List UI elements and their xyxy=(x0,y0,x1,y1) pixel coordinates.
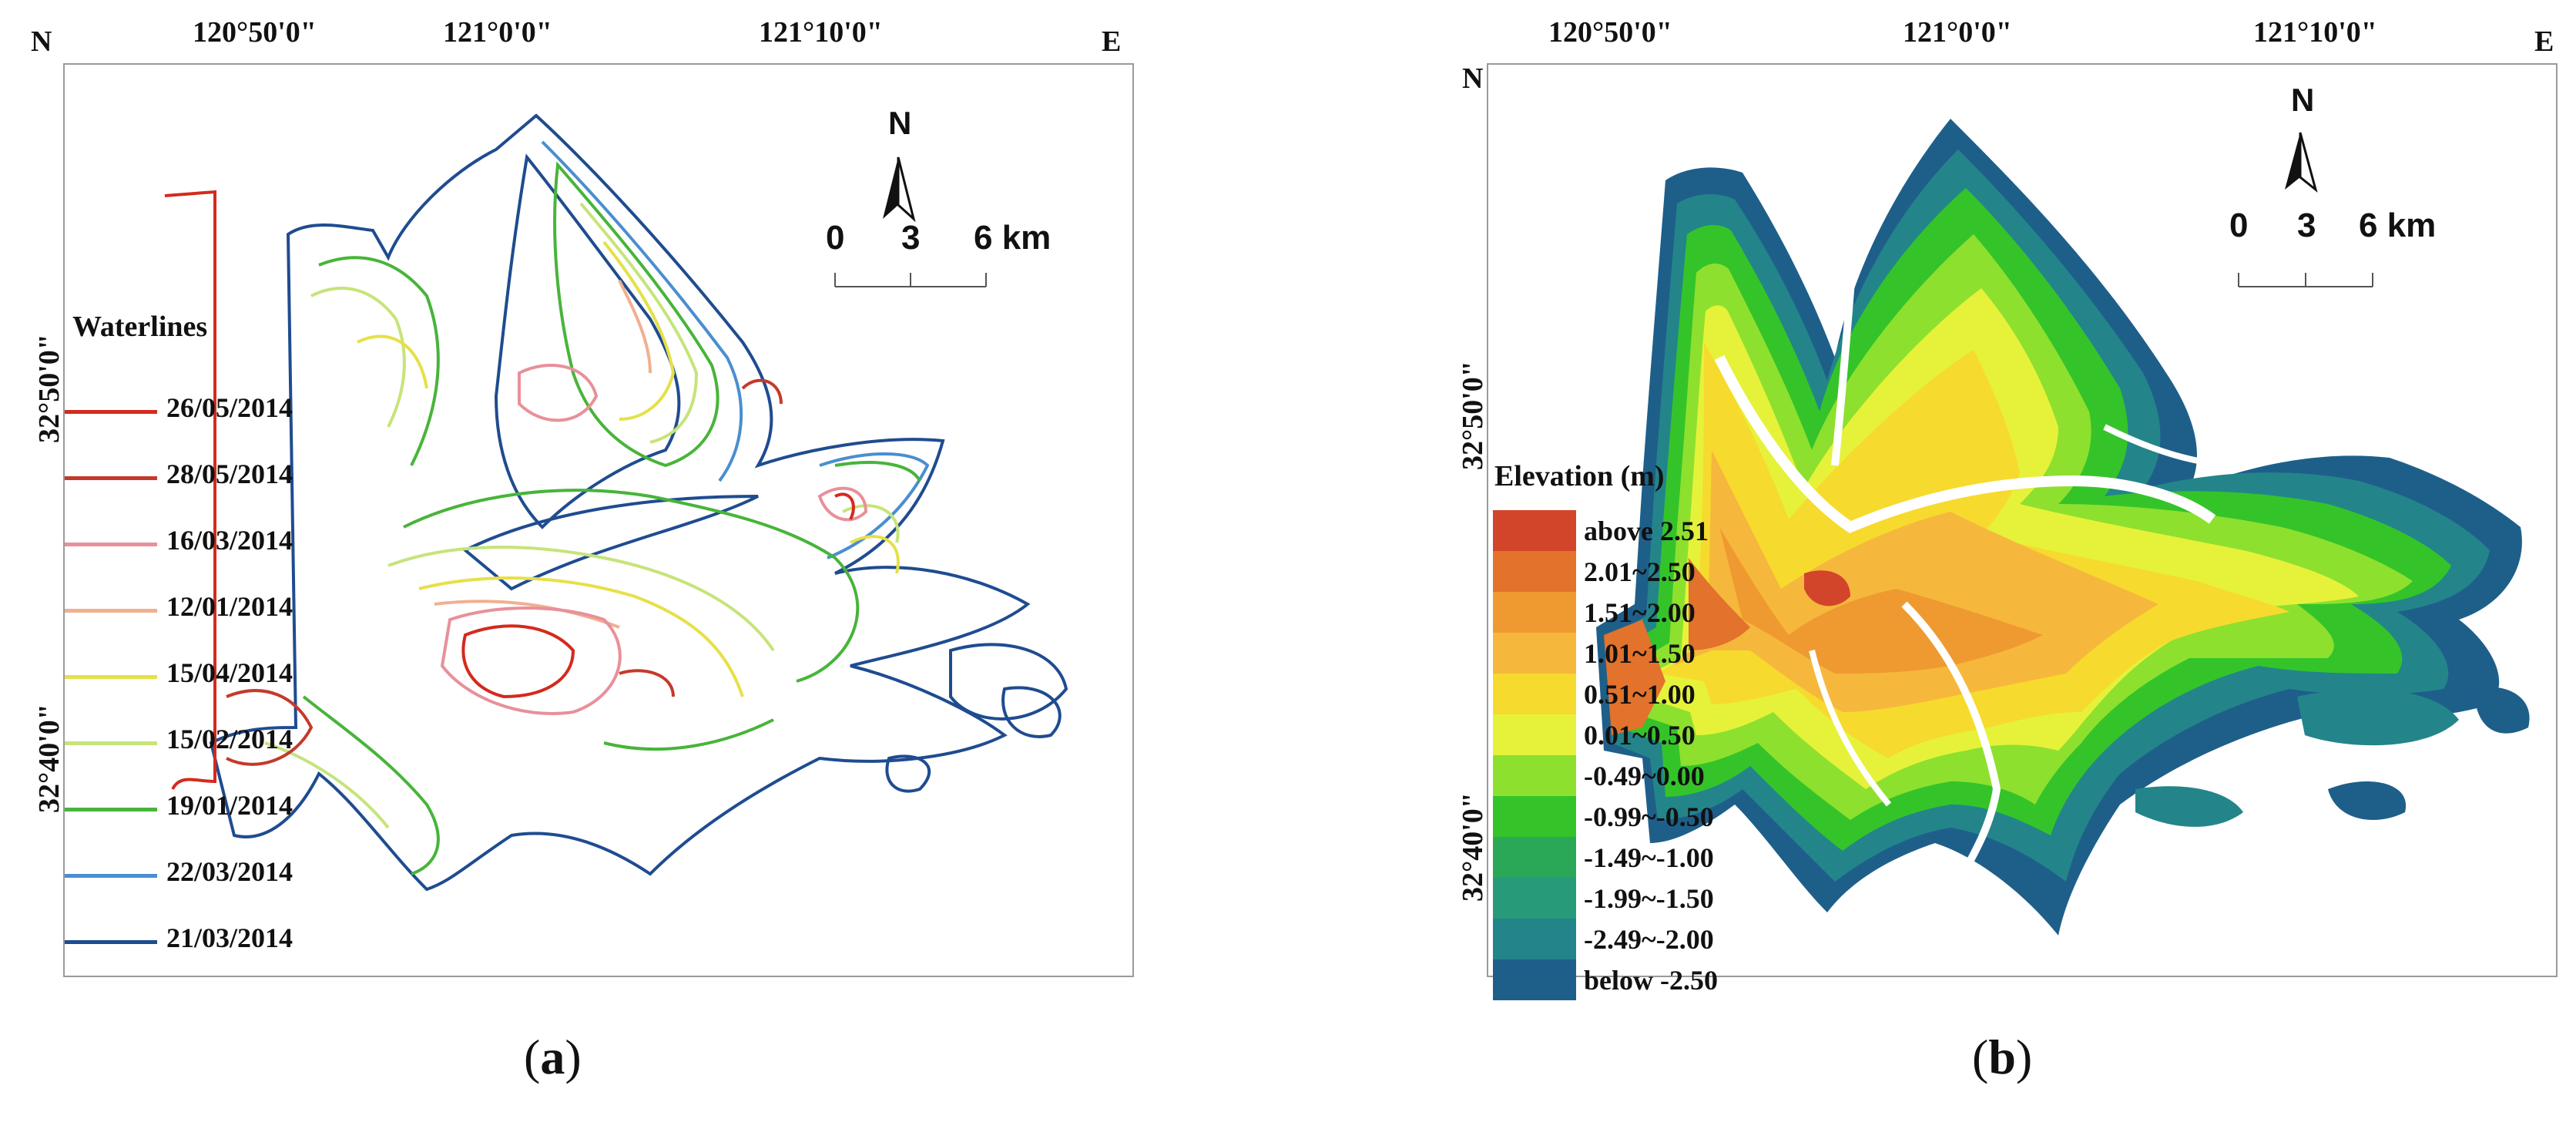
corner-east-label-b: E xyxy=(2534,25,2554,58)
legend-label: above 2.51 xyxy=(1584,516,1709,546)
legend-color-swatch xyxy=(1493,878,1576,919)
legend-color-swatch xyxy=(1493,674,1576,714)
legend-line-swatch xyxy=(65,609,157,613)
map-frame-b: N 0 3 6 km Elevation (m) above 2.51 2.01~… xyxy=(1487,63,2558,1000)
legend-line-swatch xyxy=(65,741,157,745)
legend-color-swatch xyxy=(1493,510,1576,551)
lon-label-a-3: 121°10'0" xyxy=(759,16,883,49)
north-label-b: N xyxy=(2291,82,2315,118)
waterline-map-a xyxy=(164,113,1068,892)
elevation-map-b xyxy=(1596,119,2530,936)
waterline-yellow xyxy=(602,240,676,421)
legend-label: 1.51~2.00 xyxy=(1584,597,1696,628)
legend-label: 1.01~1.50 xyxy=(1584,638,1696,669)
legend-label: 21/03/2014 xyxy=(166,922,293,953)
caption-letter-a: a xyxy=(540,1030,565,1084)
caption-b: (b) xyxy=(1972,1029,2032,1086)
legend-color-swatch xyxy=(1493,959,1576,1000)
legend-line-swatch xyxy=(65,476,157,480)
legend-label: -1.49~-1.00 xyxy=(1584,842,1714,873)
corner-north-label-a: N xyxy=(31,25,52,58)
scale-label-6-a: 6 km xyxy=(974,219,1052,257)
legend-label: -2.49~-2.00 xyxy=(1584,924,1714,955)
legend-label: 28/05/2014 xyxy=(166,459,293,489)
scale-label-0-a: 0 xyxy=(826,219,845,257)
scale-label-0-b: 0 xyxy=(2229,207,2249,244)
lon-label-b-3: 121°10'0" xyxy=(2253,16,2377,49)
scale-label-3-a: 3 xyxy=(901,219,921,257)
caption-open-a: ( xyxy=(524,1030,541,1084)
legend-line-swatch xyxy=(65,940,157,944)
legend-label: 19/01/2014 xyxy=(166,790,293,821)
caption-letter-b: b xyxy=(1988,1030,2016,1084)
lat-label-b-1: 32°50'0" xyxy=(1457,361,1489,470)
waterline-outer xyxy=(209,113,1031,892)
legend-color-swatch xyxy=(1493,592,1576,633)
legend-line-swatch xyxy=(65,410,157,414)
corner-east-label-a: E xyxy=(1102,25,1122,58)
legend-line-swatch xyxy=(65,543,157,546)
lat-label-a-1: 32°50'0" xyxy=(33,334,65,443)
scale-bar-a xyxy=(834,273,987,287)
waterline-red xyxy=(164,190,216,791)
waterline-pink xyxy=(440,606,622,715)
north-arrow-icon-a xyxy=(883,156,916,223)
caption-close-a: ) xyxy=(565,1030,582,1084)
legend-label: -1.99~-1.50 xyxy=(1584,883,1714,914)
legend-label: 15/04/2014 xyxy=(166,657,293,688)
lon-label-b-1: 120°50'0" xyxy=(1548,16,1672,49)
legend-label: 0.01~0.50 xyxy=(1584,720,1696,751)
caption-a: (a) xyxy=(524,1029,582,1086)
legend-title-a: Waterlines xyxy=(72,311,208,343)
caption-close-b: ) xyxy=(2015,1030,2033,1084)
corner-north-label-b: N xyxy=(1462,62,1484,95)
map-frame-a: N 0 3 6 km Waterlines 26/05/2014 28/05/20… xyxy=(63,63,1134,977)
legend-label: -0.49~0.00 xyxy=(1584,761,1705,791)
legend-label: 22/03/2014 xyxy=(166,856,293,887)
scale-label-6-b: 6 km xyxy=(2359,207,2437,244)
waterline-green xyxy=(553,161,719,468)
north-label-a: N xyxy=(888,105,912,141)
legend-line-swatch xyxy=(65,675,157,679)
legend-color-swatch xyxy=(1493,714,1576,755)
legend-line-swatch xyxy=(65,874,157,878)
scale-label-3-b: 3 xyxy=(2297,207,2316,244)
legend-color-swatch xyxy=(1493,551,1576,592)
legend-label: 16/03/2014 xyxy=(166,525,293,556)
legend-label: -0.99~-0.50 xyxy=(1584,801,1714,832)
lon-label-a-1: 120°50'0" xyxy=(193,16,317,49)
legend-color-swatch xyxy=(1493,796,1576,837)
legend-label: 0.51~1.00 xyxy=(1584,679,1696,710)
lon-label-a-2: 121°0'0" xyxy=(443,16,552,49)
legend-color-swatch xyxy=(1493,755,1576,796)
legend-color-swatch xyxy=(1493,633,1576,674)
legend-line-swatch xyxy=(65,808,157,811)
lat-label-a-2: 32°40'0" xyxy=(33,704,65,813)
lat-label-b-2: 32°40'0" xyxy=(1457,792,1489,902)
legend-title-b: Elevation (m) xyxy=(1494,460,1665,492)
legend-color-swatch xyxy=(1493,919,1576,959)
caption-open-b: ( xyxy=(1972,1030,1989,1084)
legend-label: 15/02/2014 xyxy=(166,724,293,754)
legend-color-swatch xyxy=(1493,837,1576,878)
legend-label: 12/01/2014 xyxy=(166,591,293,622)
elevation-surface xyxy=(1596,119,2522,936)
legend-label: 2.01~2.50 xyxy=(1584,556,1696,587)
scale-bar-b xyxy=(2238,273,2373,287)
legend-label: 26/05/2014 xyxy=(166,392,293,423)
north-arrow-icon-b xyxy=(2285,132,2318,193)
lon-label-b-2: 121°0'0" xyxy=(1903,16,2012,49)
legend-label: below -2.50 xyxy=(1584,965,1718,996)
